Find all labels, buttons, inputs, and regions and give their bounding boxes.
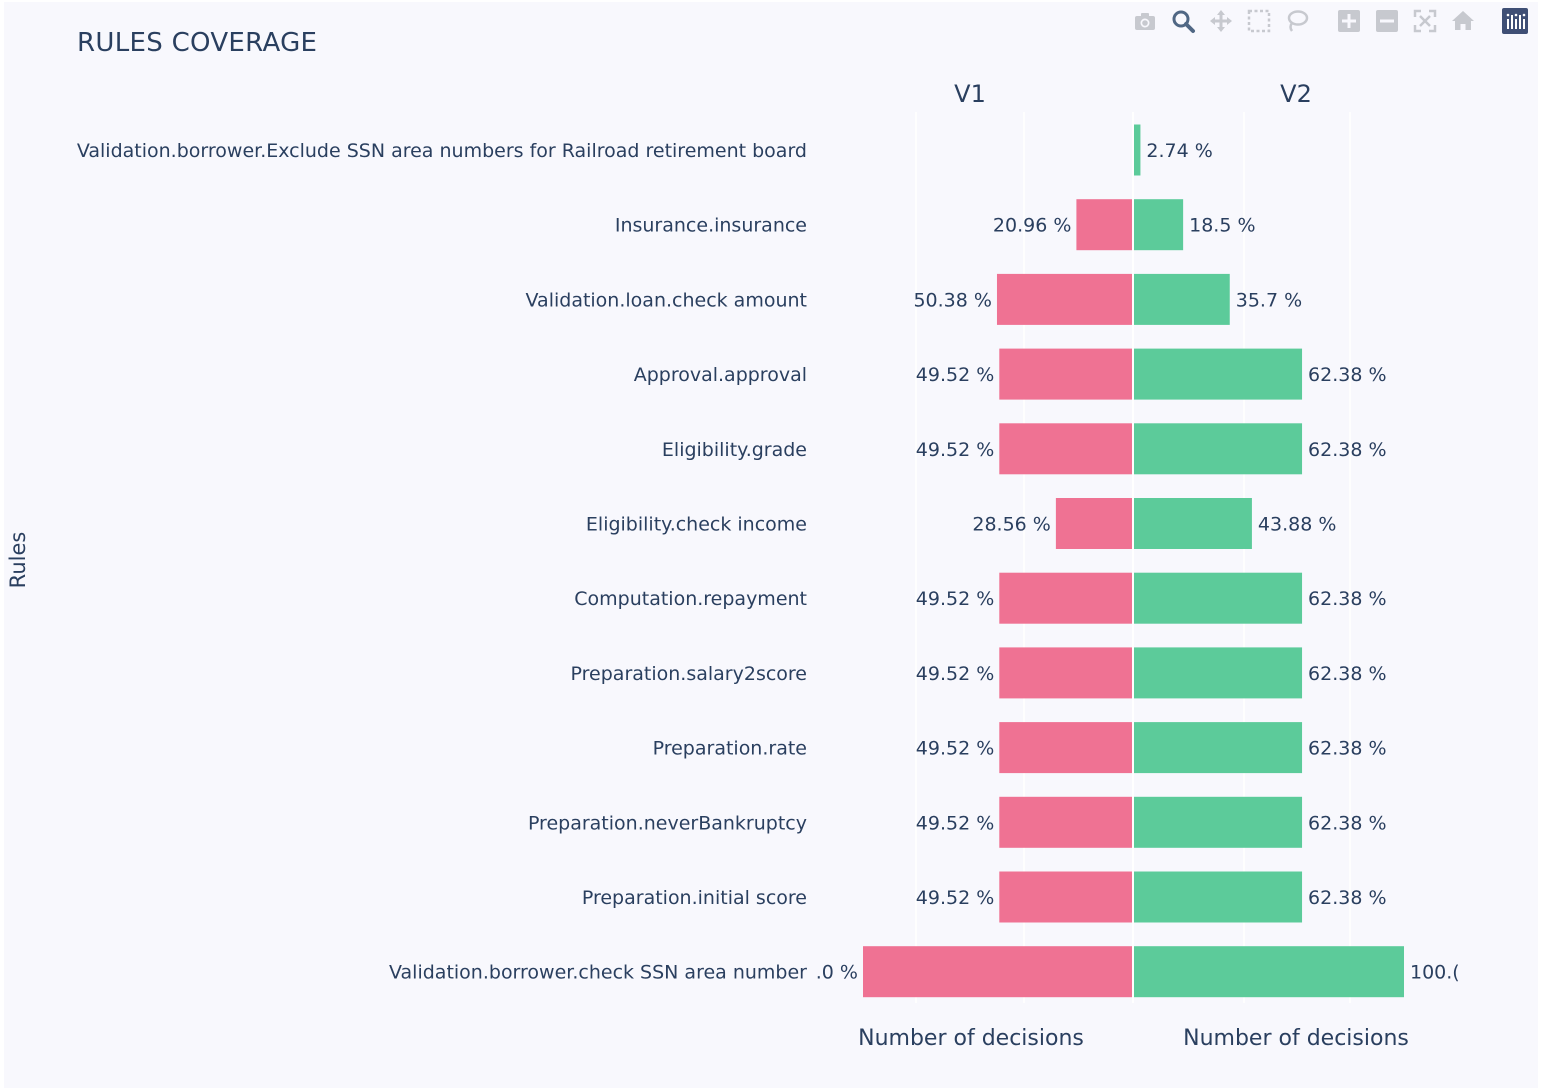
camera-icon[interactable] bbox=[1126, 6, 1164, 36]
rule-tick-label: Validation.borrower.Exclude SSN area num… bbox=[77, 140, 807, 162]
zoom-in-icon[interactable] bbox=[1330, 6, 1368, 36]
v2-data-label: 2.74 % bbox=[1146, 140, 1212, 162]
v1-bar[interactable] bbox=[999, 871, 1133, 923]
rule-tick-label: Eligibility.check income bbox=[586, 514, 807, 536]
v1-data-label: 49.52 % bbox=[916, 887, 995, 909]
v2-data-label: 62.38 % bbox=[1308, 364, 1387, 386]
x-axis-title-v1: Number of decisions bbox=[858, 1026, 1084, 1051]
pan-icon[interactable] bbox=[1202, 6, 1240, 36]
rule-tick-label: Approval.approval bbox=[634, 364, 807, 386]
v2-data-label: 62.38 % bbox=[1308, 439, 1387, 461]
v1-data-label: 49.52 % bbox=[916, 812, 995, 834]
v2-data-label: 62.38 % bbox=[1308, 887, 1387, 909]
lasso-icon[interactable] bbox=[1278, 6, 1316, 36]
rule-tick-label: Validation.loan.check amount bbox=[526, 289, 807, 311]
v1-data-label: 28.56 % bbox=[972, 514, 1051, 536]
v2-bar[interactable] bbox=[1133, 796, 1303, 848]
grid-lines bbox=[915, 112, 1351, 1003]
v1-bar[interactable] bbox=[999, 647, 1133, 699]
v2-data-label: 62.38 % bbox=[1308, 738, 1387, 760]
v1-bar[interactable] bbox=[996, 273, 1133, 325]
v1-bar[interactable] bbox=[999, 572, 1133, 624]
v1-bar[interactable] bbox=[999, 423, 1133, 475]
v2-series: 2.74 % 18.5 % 35.7 % 62.38 % 62.38 % 43.88 % 6… bbox=[1133, 124, 1460, 998]
modebar bbox=[1126, 6, 1534, 36]
v1-data-label: .0 % bbox=[816, 962, 858, 984]
v2-data-label: 62.38 % bbox=[1308, 663, 1387, 685]
v2-data-label: 43.88 % bbox=[1258, 514, 1337, 536]
rule-tick-label: Insurance.insurance bbox=[615, 215, 807, 237]
v2-bar[interactable] bbox=[1133, 124, 1141, 176]
plotly-logo-icon[interactable] bbox=[1496, 6, 1534, 36]
rule-tick-label: Preparation.salary2score bbox=[571, 663, 807, 685]
v2-bar[interactable] bbox=[1133, 199, 1184, 251]
v2-bar[interactable] bbox=[1133, 647, 1303, 699]
v2-bar[interactable] bbox=[1133, 572, 1303, 624]
v1-data-label: 49.52 % bbox=[916, 738, 995, 760]
v1-bar[interactable] bbox=[999, 796, 1133, 848]
rule-tick-label: Eligibility.grade bbox=[662, 439, 807, 461]
v1-data-label: 49.52 % bbox=[916, 588, 995, 610]
rule-tick-label: Preparation.initial score bbox=[582, 887, 807, 909]
v2-bar[interactable] bbox=[1133, 348, 1303, 400]
v1-data-label: 20.96 % bbox=[993, 215, 1072, 237]
v1-data-label: 49.52 % bbox=[916, 663, 995, 685]
zoom-icon[interactable] bbox=[1164, 6, 1202, 36]
box-select-icon[interactable] bbox=[1240, 6, 1278, 36]
rule-labels: Validation.borrower.Exclude SSN area num… bbox=[77, 140, 807, 984]
zoom-out-icon[interactable] bbox=[1368, 6, 1406, 36]
v2-data-label: 100.( bbox=[1410, 962, 1460, 984]
v2-bar[interactable] bbox=[1133, 273, 1230, 325]
v2-bar[interactable] bbox=[1133, 498, 1252, 549]
v2-data-label: 18.5 % bbox=[1189, 215, 1255, 237]
bars: 20.96 % 50.38 % 49.52 % 49.52 % 28.56 % 49.52… bbox=[816, 199, 1133, 998]
v2-bar[interactable] bbox=[1133, 722, 1303, 774]
subplot-title-v1: V1 bbox=[954, 80, 986, 108]
rule-tick-label: Computation.repayment bbox=[574, 588, 807, 610]
v1-bar[interactable] bbox=[999, 348, 1133, 400]
x-axis-title-v2: Number of decisions bbox=[1183, 1026, 1409, 1051]
v2-bar[interactable] bbox=[1133, 423, 1303, 475]
v1-bar[interactable] bbox=[1076, 199, 1133, 251]
v1-data-label: 49.52 % bbox=[916, 439, 995, 461]
autoscale-icon[interactable] bbox=[1406, 6, 1444, 36]
v2-bar[interactable] bbox=[1133, 946, 1404, 998]
v2-bar[interactable] bbox=[1133, 871, 1303, 923]
v1-data-label: 50.38 % bbox=[913, 289, 992, 311]
v1-bar[interactable] bbox=[999, 722, 1133, 774]
rule-tick-label: Preparation.rate bbox=[653, 738, 807, 760]
reset-axes-icon[interactable] bbox=[1444, 6, 1482, 36]
subplot-title-v2: V2 bbox=[1280, 80, 1312, 108]
rule-tick-label: Validation.borrower.check SSN area numbe… bbox=[389, 962, 807, 984]
v1-data-label: 49.52 % bbox=[916, 364, 995, 386]
v1-bar[interactable] bbox=[1055, 498, 1133, 549]
v2-data-label: 62.38 % bbox=[1308, 812, 1387, 834]
chart-title: RULES COVERAGE bbox=[77, 28, 318, 58]
rule-tick-label: Preparation.neverBankruptcy bbox=[528, 812, 807, 834]
v1-bar[interactable] bbox=[863, 946, 1133, 998]
v2-data-label: 35.7 % bbox=[1236, 289, 1302, 311]
v2-data-label: 62.38 % bbox=[1308, 588, 1387, 610]
